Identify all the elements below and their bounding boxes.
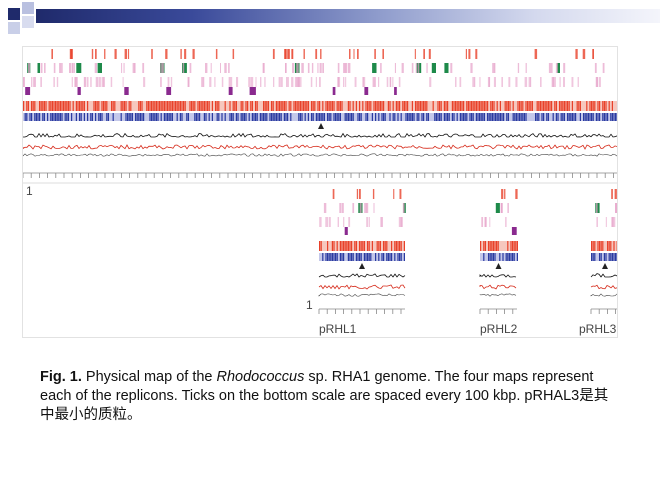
header-square — [22, 16, 34, 28]
replicon-label-prhl3: pRHL3 — [579, 322, 617, 336]
caption-fig-label: Fig. 1. — [40, 369, 82, 385]
chromosome-red-track — [23, 101, 613, 111]
prhl2-marks-row-1 — [495, 203, 500, 213]
replicon-label-prhl2: pRHL2 — [480, 322, 518, 336]
replicon-label-prhl1: pRHL1 — [319, 322, 357, 336]
prhl3-red-track — [591, 241, 617, 251]
chromosome-blue-track — [24, 113, 617, 121]
prhl1-blue-track — [322, 253, 405, 261]
prhl3-marks-row-0 — [611, 189, 617, 199]
prhl3-scale-ticks — [590, 309, 616, 314]
prhl2-marks-row-2 — [500, 203, 509, 213]
caption-species: Rhodococcus — [216, 369, 305, 385]
prhl2-blue-track — [483, 253, 518, 261]
caption-text-1: Physical map of the — [81, 369, 217, 385]
prhl1-baseline-line — [318, 293, 406, 297]
prhl2-marks-row-4 — [511, 227, 517, 235]
chromosome-blue-track-bg — [23, 113, 617, 121]
prhl1-blue-track-bg — [319, 253, 405, 261]
figure-caption: Fig. 1. Physical map of the Rhodococcus … — [40, 368, 620, 425]
prhl2-scale-ticks — [479, 309, 514, 314]
chromosome-start-label: 1 — [26, 184, 33, 198]
prhl2-marks-row-3 — [481, 217, 507, 227]
header-gradient-bar — [36, 9, 660, 23]
chromosome-marks-row-2 — [28, 63, 605, 73]
prhl3-blue-track — [591, 253, 617, 261]
chromosome-marks-row-4 — [25, 87, 397, 95]
genome-map-graphic — [23, 49, 617, 314]
prhl3-gc-content-line — [590, 273, 617, 278]
prhl3-gc-skew-line — [590, 284, 617, 290]
chromosome-baseline-line — [23, 153, 617, 157]
header-square — [8, 22, 20, 34]
prhl3-baseline-line — [590, 293, 617, 297]
prhl2-marks-row-0 — [501, 189, 518, 199]
prhl3-red-track-bg — [591, 241, 617, 251]
prhl1-red-track — [319, 241, 405, 251]
prhl2-origin-marker — [495, 263, 502, 269]
prhl1-marks-row-3 — [319, 217, 403, 227]
caption-highlight: pRHAL3是其中最小的质粒。 — [40, 388, 609, 423]
prhl1-origin-marker — [359, 263, 365, 269]
prhl3-marks-row-2 — [596, 203, 617, 213]
prhl1-marks-row-2 — [323, 203, 405, 213]
genome-map-figure: 1 1 pRHL1 pRHL2 pRHL3 — [22, 46, 618, 338]
header-squares-decoration — [0, 0, 60, 40]
chromosome-gc-skew-line — [23, 144, 617, 150]
prhl1-marks-row-4 — [344, 227, 348, 235]
prhl1-red-track-bg — [319, 241, 405, 251]
chromosome-marks-row-3 — [23, 77, 601, 87]
header-square — [8, 8, 20, 20]
chromosome-scale-ticks — [23, 173, 614, 178]
prhl3-origin-marker — [602, 263, 608, 269]
plasmid-start-label: 1 — [306, 298, 313, 312]
chromosome-origin-marker — [318, 123, 324, 129]
prhl2-blue-track-bg — [480, 253, 517, 261]
header-square — [22, 2, 34, 14]
prhl1-scale-ticks — [318, 309, 402, 314]
chromosome-marks-row-0 — [51, 49, 594, 59]
prhl2-gc-skew-line — [479, 284, 517, 290]
prhl1-gc-skew-line — [318, 284, 406, 290]
prhl3-marks-row-3 — [596, 217, 616, 227]
prhl1-marks-row-0 — [332, 189, 402, 199]
caption-text-2: sp. RHA1 genome. The four maps represent… — [40, 369, 594, 404]
prhl2-baseline-line — [479, 293, 517, 297]
prhl2-red-track — [480, 241, 518, 251]
chromosome-gc-content-line — [23, 132, 617, 138]
prhl2-gc-content-line — [479, 273, 517, 278]
prhl1-gc-content-line — [318, 273, 406, 278]
